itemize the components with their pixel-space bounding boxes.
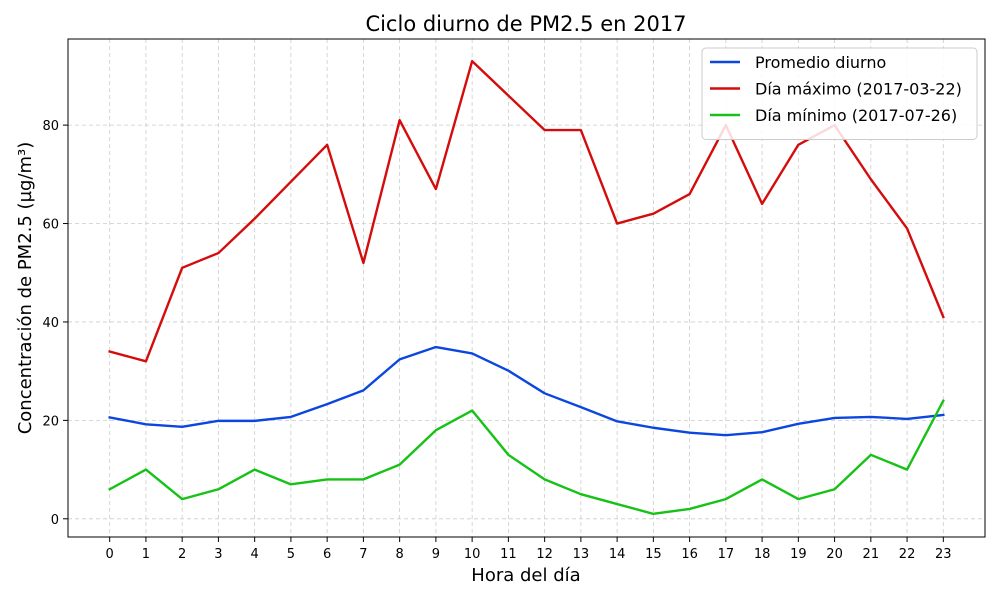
x-tick-label: 14 <box>609 547 626 562</box>
series-line-2 <box>108 59 945 363</box>
y-tick-label: 20 <box>42 414 59 429</box>
y-axis-label: Concentración de PM2.5 (µg/m³) <box>15 142 36 435</box>
x-tick-label: 6 <box>323 547 331 562</box>
x-tick-label: 21 <box>863 547 880 562</box>
x-tick-label: 18 <box>754 547 771 562</box>
series-line-3 <box>108 399 945 516</box>
chart-title: Ciclo diurno de PM2.5 en 2017 <box>365 12 686 36</box>
y-tick-label: 0 <box>51 513 59 528</box>
x-tick-label: 19 <box>790 547 807 562</box>
y-tick-label: 80 <box>42 119 59 134</box>
x-tick-label: 15 <box>645 547 662 562</box>
x-tick-label: 12 <box>536 547 553 562</box>
x-tick-label: 0 <box>106 547 114 562</box>
x-tick-label: 8 <box>396 547 404 562</box>
grid <box>68 39 985 537</box>
x-tick-label: 16 <box>681 547 698 562</box>
x-tick-label: 20 <box>826 547 843 562</box>
y-tick-label: 40 <box>42 316 59 331</box>
x-tick-label: 1 <box>142 547 150 562</box>
x-axis-label: Hora del día <box>471 565 580 586</box>
x-tick-label: 2 <box>178 547 186 562</box>
x-tick-label: 4 <box>251 547 259 562</box>
x-tick-label: 17 <box>718 547 735 562</box>
legend-label-1: Promedio diurno <box>755 53 886 72</box>
series-lines <box>108 59 945 516</box>
x-tick-label: 3 <box>214 547 222 562</box>
x-tick-label: 23 <box>935 547 952 562</box>
x-tick-label: 9 <box>432 547 440 562</box>
x-tick-label: 22 <box>899 547 916 562</box>
legend: Promedio diurno Día máximo (2017-03-22) Dí… <box>701 47 978 140</box>
legend-label-3: Día mínimo (2017-07-26) <box>755 106 957 125</box>
y-tick-label: 60 <box>42 218 59 233</box>
series-line-1 <box>108 345 945 437</box>
x-tick-label: 13 <box>573 547 590 562</box>
axes: 0 1 2 3 4 5 6 7 8 9 10 11 12 13 14 15 16 17 18 19 20 21 22 2302… <box>42 38 986 562</box>
x-tick-label: 5 <box>287 547 295 562</box>
legend-box <box>701 47 978 140</box>
x-tick-label: 10 <box>464 547 481 562</box>
x-tick-label: 11 <box>500 547 517 562</box>
x-tick-label: 7 <box>359 547 367 562</box>
legend-label-2: Día máximo (2017-03-22) <box>755 80 962 99</box>
plot-frame <box>67 38 986 538</box>
